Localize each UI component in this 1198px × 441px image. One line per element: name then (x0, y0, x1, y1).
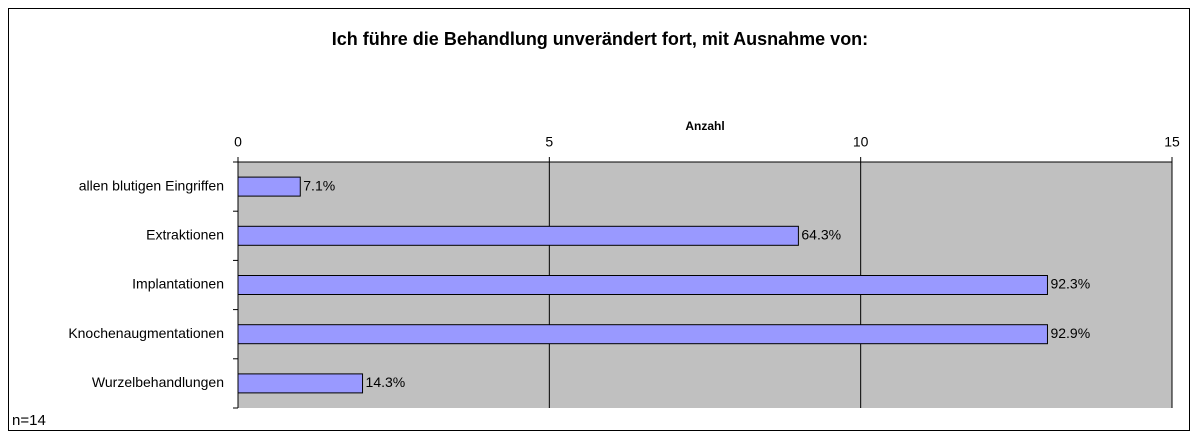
x-tick-label: 10 (853, 134, 869, 150)
bar (237, 176, 301, 197)
value-label: 92.3% (1050, 276, 1090, 292)
y-tick-label: Wurzelbehandlungen (92, 374, 224, 390)
chart-title: Ich führe die Behandlung unverändert for… (332, 29, 868, 49)
annotation: n=14 (12, 412, 46, 429)
bar (237, 275, 1048, 295)
x-tick-label: 15 (1164, 134, 1180, 150)
x-tick-label: 0 (234, 134, 242, 150)
y-tick-label: allen blutigen Eingriffen (79, 177, 224, 193)
value-label: 7.1% (303, 177, 335, 193)
value-label: 64.3% (801, 227, 841, 243)
value-label: 92.9% (1050, 325, 1090, 341)
y-tick-label: Knochenaugmentationen (68, 325, 224, 341)
bar (237, 373, 364, 394)
bar (237, 324, 1048, 345)
x-tick-label: 5 (545, 134, 553, 150)
value-label: 14.3% (366, 374, 406, 390)
y-tick-label: Extraktionen (146, 227, 224, 243)
y-tick-label: Implantationen (132, 276, 224, 292)
bar (237, 225, 799, 246)
x-axis-label: Anzahl (685, 119, 724, 133)
